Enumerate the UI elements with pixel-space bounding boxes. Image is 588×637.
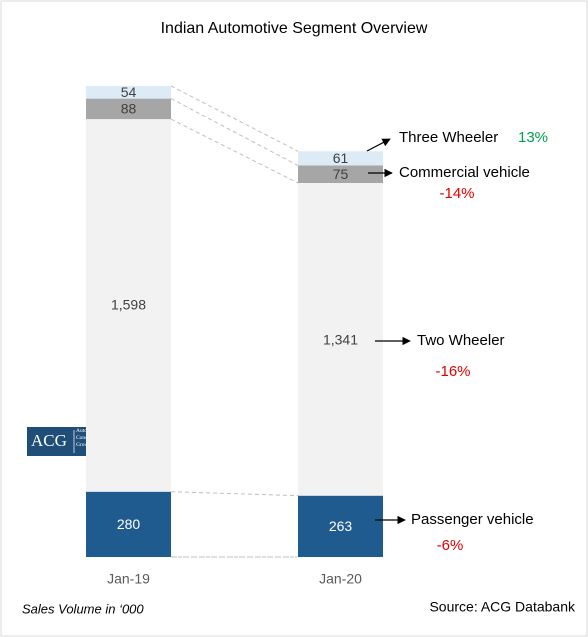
source: Source: ACG Databank	[429, 599, 576, 615]
bar-segment	[86, 491, 171, 557]
connector	[170, 118, 299, 184]
bar-segment	[86, 86, 171, 99]
change-label: -16%	[435, 363, 470, 380]
legend-label: Three Wheeler	[399, 129, 498, 146]
footnote: Sales Volume in ‘000	[22, 601, 144, 616]
connector	[170, 98, 299, 166]
legend-label: Passenger vehicle	[411, 511, 534, 528]
legend-label: Two Wheeler	[417, 332, 505, 349]
x-tick-label: Jan-20	[319, 571, 362, 587]
data-label: 75	[333, 166, 349, 182]
bar-segment	[86, 98, 171, 120]
data-label: 263	[329, 518, 353, 534]
data-label: 61	[333, 150, 349, 166]
data-label: 280	[117, 516, 141, 532]
data-label: 88	[121, 101, 137, 117]
bar-segment	[298, 495, 383, 557]
annotation-arrow	[366, 138, 391, 152]
legend-label: Commercial vehicle	[399, 164, 530, 181]
connector	[170, 85, 299, 152]
bar-segment	[298, 165, 383, 183]
data-label: 54	[121, 84, 137, 100]
data-label: 1,341	[323, 332, 358, 348]
bar-segment	[298, 182, 383, 496]
change-label: -14%	[439, 185, 474, 202]
data-label: 1,598	[111, 297, 146, 313]
bar-segment	[86, 119, 171, 492]
logo-mark: ACG	[31, 431, 67, 450]
change-label: 13%	[518, 129, 548, 146]
connector	[170, 491, 299, 497]
x-tick-label: Jan-19	[107, 571, 150, 587]
change-label: -6%	[437, 537, 464, 554]
bar-segment	[298, 151, 383, 166]
chart-title: Indian Automotive Segment Overview	[161, 20, 428, 37]
